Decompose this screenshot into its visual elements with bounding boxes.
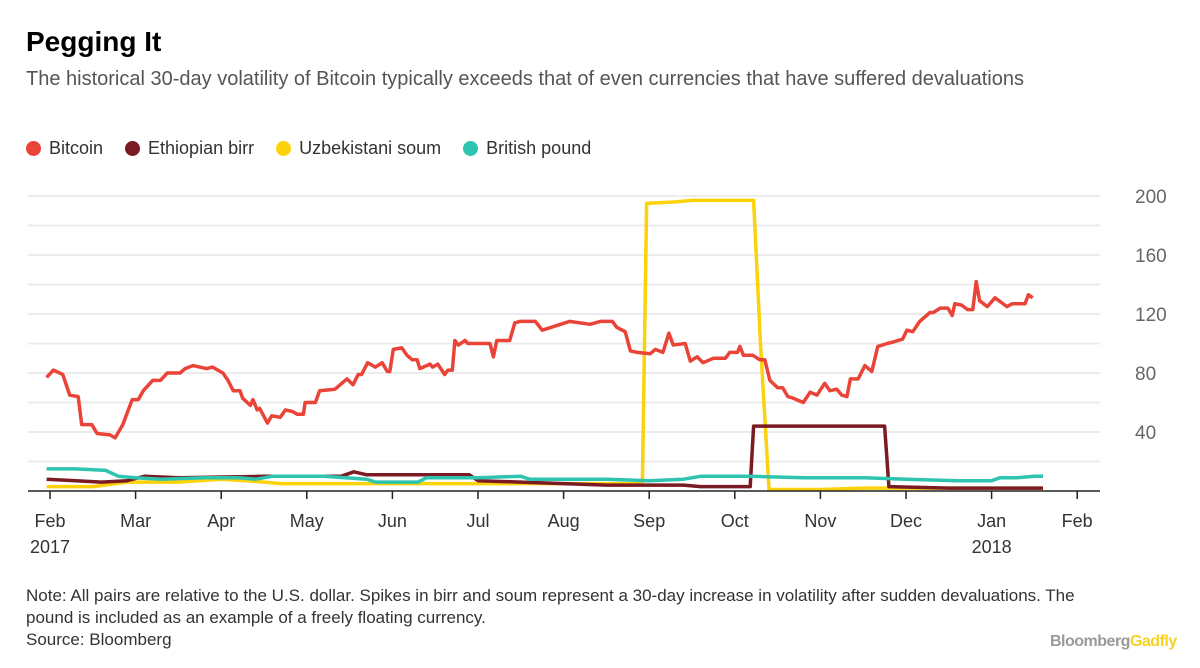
chart-subtitle: The historical 30-day volatility of Bitc… [26,68,1024,90]
bloomberg-gadfly-logo: BloombergGadfly [1050,633,1177,651]
x-tick-label: Jan [977,511,1006,531]
x-tick-label: Nov [804,511,836,531]
x-tick-label: Feb [34,511,65,531]
legend-dot [26,141,41,156]
legend-dot [276,141,292,156]
x-tick-label: Jul [466,511,489,531]
x-tick-label: May [290,511,324,531]
y-tick-label: 160 [1135,246,1167,267]
x-tick-label: Aug [548,511,580,531]
x-year-label: 2018 [972,537,1012,557]
chart-title: Pegging It [26,26,162,57]
series-line-ethiopian-birr [46,424,1043,490]
legend-label: Bitcoin [49,138,104,158]
legend-label: Uzbekistani soum [299,138,442,158]
series-line-bitcoin [45,279,1034,440]
footnote: Note: All pairs are relative to the U.S.… [26,585,1076,651]
legend-item-soum: Uzbekistani soum [276,138,441,159]
y-tick-label: 80 [1135,364,1156,385]
x-tick-label: Dec [890,511,922,531]
series-line-british-pound [46,467,1043,484]
legend-dot [125,141,141,156]
logo-bloomberg: Bloomberg [1050,633,1130,650]
x-tick-label: Sep [633,511,665,531]
legend-label: Ethiopian birr [148,138,255,158]
x-tick-label: Mar [120,511,151,531]
legend-dot [463,141,479,156]
x-tick-label: Oct [721,511,749,531]
note-text: Note: All pairs are relative to the U.S.… [26,586,1075,627]
x-tick-label: Feb [1062,511,1093,531]
legend-item-birr: Ethiopian birr [125,138,254,159]
y-tick-label: 40 [1135,423,1156,444]
legend-item-bitcoin: Bitcoin [26,138,103,159]
legend: Bitcoin Ethiopian birr Uzbekistani soum … [26,138,591,159]
legend-label: British pound [486,138,592,158]
x-tick-label: Apr [207,511,235,531]
series-line-uzbekistani-soum [46,198,1043,492]
source-text: Source: Bloomberg [26,630,172,649]
line-chart: 40 80 120 160 200 Feb 2017 Mar Apr May Jun Jul Aug Se… [28,187,1167,557]
legend-item-pound: British pound [463,138,591,159]
logo-gadfly: Gadfly [1129,633,1177,650]
y-tick-label: 120 [1135,305,1167,326]
x-year-label: 2017 [30,537,70,557]
x-tick-label: Jun [378,511,407,531]
y-tick-label: 200 [1135,187,1167,208]
